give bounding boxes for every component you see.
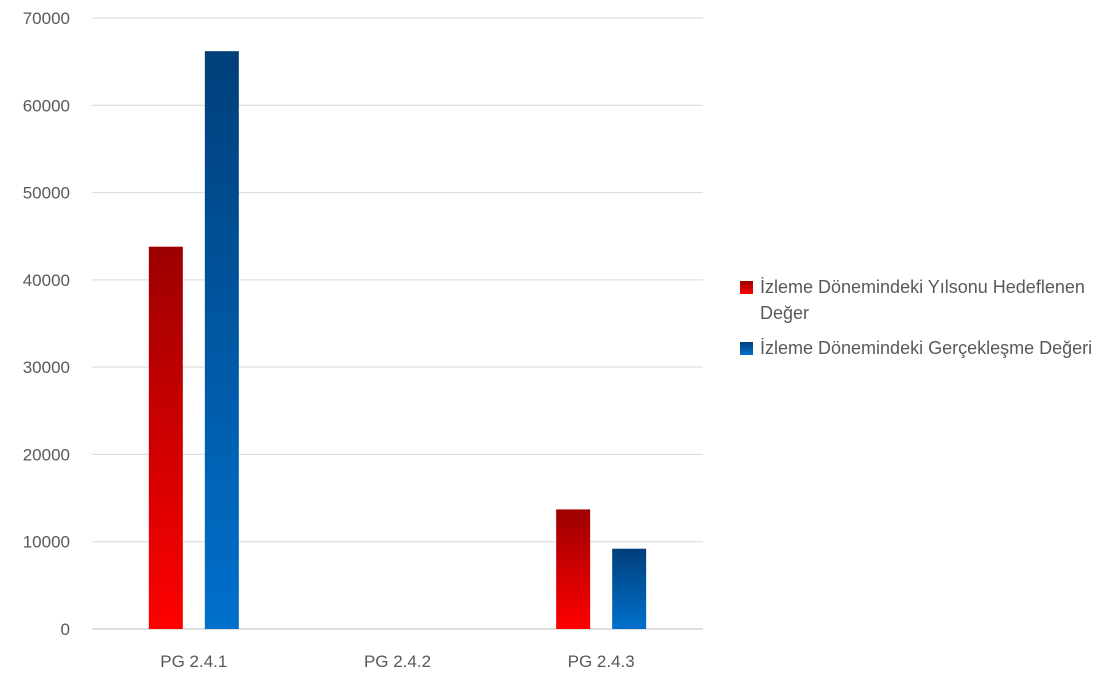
y-tick-label: 40000 (23, 271, 70, 290)
legend-label-target: İzleme Dönemindeki Yılsonu Hedeflenen De… (760, 277, 1085, 323)
legend-item-target[interactable]: İzleme Dönemindeki Yılsonu Hedeflenen De… (740, 274, 1110, 326)
y-tick-label: 30000 (23, 358, 70, 377)
legend: İzleme Dönemindeki Yılsonu Hedeflenen De… (740, 274, 1110, 370)
x-tick-label: PG 2.4.1 (160, 652, 227, 671)
x-tick-label: PG 2.4.3 (568, 652, 635, 671)
bars (148, 51, 647, 629)
legend-item-actual[interactable]: İzleme Dönemindeki Gerçekleşme Değeri (740, 335, 1110, 361)
legend-swatch-actual (740, 342, 753, 355)
gridlines (92, 17, 703, 630)
x-tick-label: PG 2.4.2 (364, 652, 431, 671)
bar-series1-pg-2-4-1[interactable] (204, 51, 239, 629)
legend-swatch-target (740, 281, 753, 294)
y-tick-label: 50000 (23, 184, 70, 203)
x-axis-tick-labels: PG 2.4.1 PG 2.4.2 PG 2.4.3 (160, 652, 634, 671)
y-tick-label: 10000 (23, 533, 70, 552)
legend-label-actual: İzleme Dönemindeki Gerçekleşme Değeri (760, 338, 1093, 358)
y-tick-label: 70000 (23, 9, 70, 28)
y-tick-label: 20000 (23, 445, 70, 464)
y-tick-label: 0 (61, 620, 70, 639)
y-tick-label: 60000 (23, 96, 70, 115)
bar-series1-pg-2-4-3[interactable] (612, 548, 647, 629)
y-axis-tick-labels: 0 10000 20000 30000 40000 50000 60000 70000 (23, 9, 70, 639)
bar-series0-pg-2-4-1[interactable] (148, 246, 183, 629)
bar-series0-pg-2-4-3[interactable] (556, 509, 591, 629)
